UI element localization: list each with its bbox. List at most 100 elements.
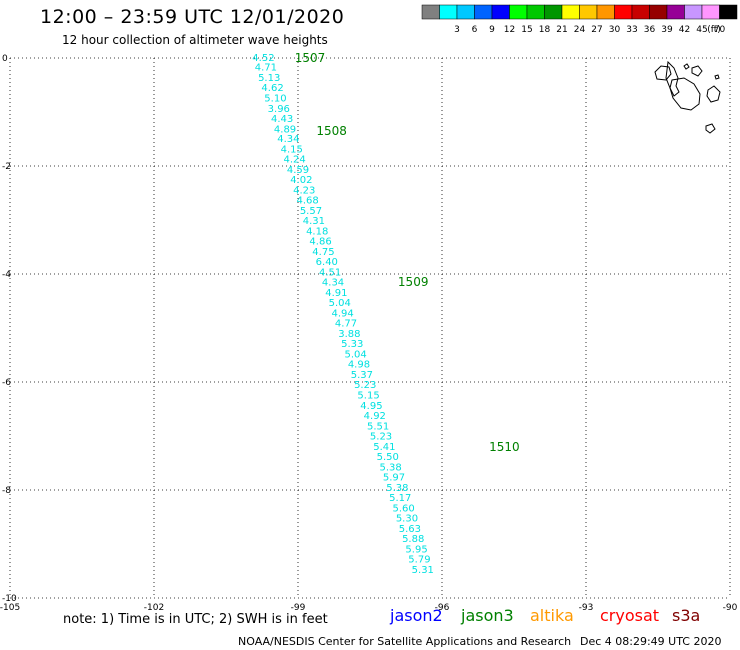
wave-height-reading: 5.41 — [373, 442, 395, 453]
wave-height-reading: 5.38 — [380, 462, 402, 473]
wave-height-reading: 4.95 — [360, 401, 382, 412]
coastline-island — [654, 65, 672, 81]
lon-tick-label: -96 — [435, 603, 450, 612]
wave-height-reading: 5.04 — [329, 298, 351, 309]
legend-tick-label: 36 — [644, 25, 656, 35]
satellite-altika-label: altika — [530, 606, 574, 625]
wave-height-reading: 6.40 — [316, 257, 338, 268]
satellite-cryosat-label: cryosat — [600, 606, 660, 625]
coastline-island — [714, 74, 720, 80]
coastline-island — [683, 63, 690, 70]
wave-height-reading: 4.02 — [290, 175, 312, 186]
legend-tick-label: 33 — [626, 25, 637, 35]
wave-height-reading: 5.60 — [392, 503, 414, 514]
lon-tick-label: -93 — [579, 603, 594, 612]
color-legend: 3 6 9 12 15 18 21 24 27 30 33 36 39 42 45 70(ft) — [421, 4, 738, 35]
wave-height-reading: 4.43 — [271, 114, 293, 125]
wave-height-reading: 5.33 — [341, 339, 363, 350]
wave-height-reading: 3.88 — [338, 329, 360, 340]
wave-height-reading: 4.89 — [274, 124, 296, 135]
lon-tick-label: -105 — [0, 603, 20, 612]
wave-height-reading: 4.86 — [309, 237, 331, 248]
wave-height-reading: 4.91 — [325, 288, 347, 299]
lon-tick-label: -102 — [144, 603, 164, 612]
legend-tick-label: 18 — [539, 25, 551, 35]
map-title: 12:00 – 23:59 UTC 12/01/2020 — [40, 6, 345, 28]
lat-tick-label: -10 — [2, 594, 17, 604]
wave-height-reading: 5.50 — [377, 452, 399, 463]
lat-tick-label: 0 — [2, 54, 8, 64]
wave-height-reading: 4.15 — [281, 144, 303, 155]
wave-height-reading: 5.30 — [396, 514, 418, 525]
legend-tick-label: 3 — [454, 25, 460, 35]
wave-height-reading: 4.23 — [293, 185, 315, 196]
footer-note: note: 1) Time is in UTC; 2) SWH is in fe… — [63, 612, 328, 627]
pass-time-label: 1510 — [489, 440, 520, 454]
wave-height-reading: 5.79 — [408, 555, 430, 566]
wave-height-reading: 5.15 — [357, 391, 379, 402]
wave-height-reading: 5.04 — [344, 349, 366, 360]
legend-tick-label: 15 — [521, 25, 532, 35]
legend-tick-label: 12 — [504, 25, 515, 35]
satellite-jason3-label: jason3 — [461, 606, 514, 625]
wave-height-reading: 4.34 — [322, 278, 344, 289]
wave-height-reading: 5.63 — [399, 524, 421, 535]
wave-height-reading: 5.88 — [402, 534, 424, 545]
lat-tick-label: -4 — [2, 270, 11, 280]
wave-height-reading: 4.71 — [255, 63, 277, 74]
wave-height-reading: 4.31 — [303, 216, 325, 227]
lon-tick-label: -99 — [291, 603, 306, 612]
legend-tick-label: 70 — [714, 25, 726, 35]
legend-tick-label: 24 — [574, 25, 586, 35]
wave-height-reading: 5.37 — [351, 370, 373, 381]
wave-height-reading: 4.51 — [319, 267, 341, 278]
wave-height-reading: 4.24 — [284, 155, 306, 166]
wave-height-reading: 4.77 — [335, 319, 357, 330]
wave-height-reading: 5.23 — [370, 432, 392, 443]
wave-height-reading: 5.38 — [386, 483, 408, 494]
wave-height-reading: 5.95 — [405, 544, 427, 555]
wave-height-reading: 4.98 — [348, 360, 370, 371]
coastline-island — [669, 77, 701, 111]
legend-tick-label: 39 — [661, 25, 673, 35]
wave-height-reading: 5.13 — [258, 73, 280, 84]
lat-tick-label: -6 — [2, 378, 11, 388]
coastline-island — [691, 65, 703, 77]
wave-height-reading: 5.51 — [367, 421, 389, 432]
wave-height-reading: 4.52 — [252, 53, 274, 64]
wave-height-reading: 4.68 — [296, 196, 318, 207]
legend-tick-label: 30 — [609, 25, 621, 35]
coastline-island — [706, 85, 721, 103]
wave-height-reading: 5.10 — [264, 94, 286, 105]
lat-tick-label: -2 — [2, 162, 11, 172]
wave-height-reading: 5.31 — [412, 565, 434, 576]
wave-height-reading: 4.62 — [261, 83, 283, 94]
altimeter-map: -105 -102 -99 -96 -93 -90 0 -2 -4 -6 -8 -10 4.524.71… — [0, 51, 738, 612]
coastline-island — [705, 123, 716, 134]
legend-tick-label: 9 — [489, 25, 495, 35]
pass-time-label: 1507 — [295, 51, 326, 65]
wave-height-reading: 4.75 — [312, 247, 334, 258]
legend-tick-label: 6 — [472, 25, 478, 35]
wave-height-reading: 4.34 — [277, 134, 299, 145]
generated-timestamp: Dec 4 08:29:49 UTC 2020 — [580, 635, 722, 648]
pass-time-label: 1509 — [398, 275, 429, 289]
wave-height-reading: 5.17 — [389, 493, 411, 504]
lon-tick-label: -90 — [723, 603, 738, 612]
wave-height-reading: 4.94 — [332, 308, 354, 319]
legend-tick-label: 42 — [679, 25, 690, 35]
wave-height-reading: 4.59 — [287, 165, 309, 176]
wave-height-reading: 4.92 — [364, 411, 386, 422]
wave-height-reading: 5.23 — [354, 380, 376, 391]
wave-height-reading: 5.57 — [300, 206, 322, 217]
legend-tick-label: 45 — [696, 25, 707, 35]
coastline-island — [665, 60, 680, 97]
wave-height-reading: 5.97 — [383, 473, 405, 484]
satellite-s3a-label: s3a — [672, 606, 701, 625]
wave-height-reading: 3.96 — [268, 104, 290, 115]
lat-tick-label: -8 — [2, 486, 11, 496]
pass-time-label: 1508 — [316, 124, 347, 138]
satellite-jason2-label: jason2 — [390, 606, 443, 625]
legend-unit: (ft) — [707, 25, 721, 35]
wave-height-reading: 4.18 — [306, 226, 328, 237]
